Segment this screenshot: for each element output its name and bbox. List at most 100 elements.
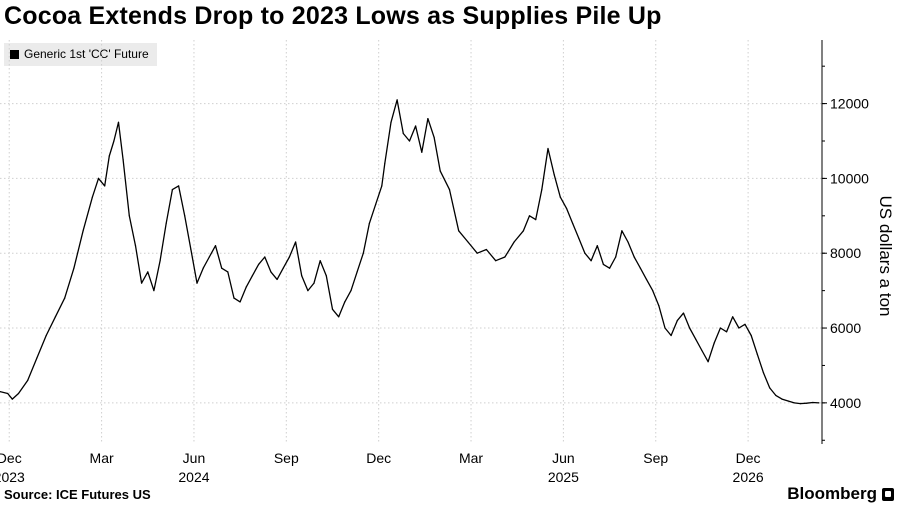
- data-point: [535, 219, 537, 221]
- x-tick-label: Jun: [183, 450, 206, 466]
- data-point: [756, 353, 758, 355]
- data-point: [17, 392, 20, 395]
- data-point: [91, 196, 93, 198]
- data-point: [670, 334, 672, 337]
- data-point: [689, 327, 691, 329]
- data-point: [415, 125, 417, 127]
- data-point: [775, 394, 777, 396]
- data-point: [270, 271, 272, 273]
- source-note: Source: ICE Futures US: [4, 487, 151, 502]
- data-point: [602, 263, 605, 265]
- data-point: [384, 162, 386, 164]
- data-point: [113, 140, 115, 142]
- data-point: [408, 140, 411, 142]
- data-point: [744, 323, 746, 325]
- data-point: [732, 316, 734, 318]
- data-point: [639, 267, 642, 269]
- data-point: [682, 312, 685, 314]
- bloomberg-terminal-icon: [882, 487, 894, 501]
- data-point: [221, 267, 223, 269]
- data-point: [147, 271, 149, 273]
- series-line: [0, 99, 819, 405]
- data-point: [590, 260, 592, 262]
- data-point: [495, 260, 497, 262]
- data-point: [458, 230, 460, 232]
- data-point: [276, 278, 278, 280]
- x-year-label: 2026: [733, 469, 764, 485]
- data-point: [36, 357, 38, 359]
- data-point: [165, 222, 167, 224]
- data-point: [368, 222, 370, 224]
- x-tick-label: Mar: [90, 450, 114, 466]
- data-point: [288, 256, 290, 258]
- y-axis: 4000 6000 8000 10000 12000: [821, 40, 869, 444]
- data-point: [178, 185, 180, 187]
- data-point: [528, 215, 531, 217]
- data-point: [578, 237, 580, 239]
- data-point: [695, 338, 697, 340]
- data-point: [11, 398, 13, 400]
- data-point: [108, 155, 110, 157]
- data-point: [208, 256, 210, 258]
- x-tick-label: Dec: [0, 450, 22, 466]
- x-tick-label: Mar: [459, 450, 483, 466]
- data-point: [390, 121, 392, 123]
- data-point: [190, 248, 192, 251]
- data-point: [421, 151, 423, 153]
- data-point: [128, 215, 130, 217]
- y-tick-label: 12000: [830, 96, 869, 112]
- data-point: [565, 207, 568, 209]
- data-point: [633, 256, 635, 258]
- x-tick-label: Sep: [643, 450, 668, 466]
- x-axis: Dec 2023 Mar Jun 2024 Sep Dec Mar Jun 2025 Sep Dec 2…: [0, 450, 764, 485]
- data-point: [793, 402, 795, 404]
- data-point: [350, 290, 352, 292]
- data-point: [381, 185, 383, 187]
- y-tick-label: 10000: [830, 170, 869, 186]
- data-point: [7, 392, 9, 395]
- data-point: [615, 256, 617, 258]
- data-point: [27, 379, 29, 381]
- data-point: [0, 391, 1, 393]
- data-point: [750, 334, 752, 337]
- data-point: [627, 241, 629, 243]
- data-point: [82, 230, 84, 232]
- data-point: [117, 121, 120, 123]
- x-year-label: 2023: [0, 469, 25, 485]
- data-point: [338, 316, 340, 318]
- data-point: [547, 147, 549, 150]
- gridlines: [0, 40, 822, 444]
- data-point: [301, 275, 303, 277]
- data-point: [664, 327, 666, 329]
- x-year-label: 2024: [178, 469, 209, 485]
- data-point: [522, 230, 525, 232]
- y-tick-label: 4000: [830, 395, 861, 411]
- data-point: [227, 271, 229, 273]
- data-point: [559, 196, 561, 198]
- data-point: [427, 118, 429, 120]
- data-point: [344, 301, 346, 303]
- data-point: [787, 400, 789, 402]
- data-point: [553, 174, 555, 176]
- data-point: [433, 136, 435, 138]
- data-point: [282, 267, 284, 269]
- data-point: [781, 398, 783, 400]
- data-point: [264, 256, 266, 258]
- data-point: [448, 189, 451, 191]
- data-point: [202, 267, 204, 269]
- data-point: [713, 342, 715, 344]
- data-point: [504, 256, 506, 258]
- data-point: [572, 222, 574, 224]
- data-point: [141, 282, 143, 284]
- data-point: [245, 286, 247, 288]
- data-point: [356, 271, 358, 273]
- data-point: [726, 331, 728, 333]
- y-tick-label: 8000: [830, 245, 861, 261]
- data-point: [707, 361, 709, 363]
- data-point: [239, 301, 241, 303]
- data-point: [621, 230, 623, 232]
- data-point: [233, 297, 235, 299]
- data-point: [64, 297, 66, 299]
- data-point: [402, 132, 404, 135]
